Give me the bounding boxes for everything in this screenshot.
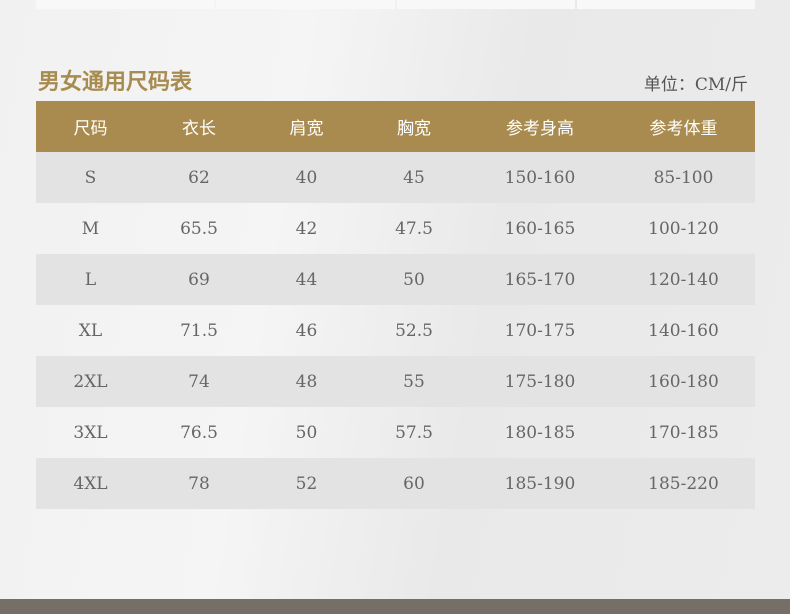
table-cell: 57.5 xyxy=(395,422,433,443)
table-cell: 55 xyxy=(360,356,468,407)
table-cell: 160-180 xyxy=(612,356,755,407)
table-cell: 50 xyxy=(360,254,468,305)
column-header: 肩宽 xyxy=(253,101,360,152)
table-cell: 140-160 xyxy=(648,320,719,341)
table-cell: 65.5 xyxy=(180,218,218,239)
column-header: 参考身高 xyxy=(468,101,612,152)
table-cell: 69 xyxy=(145,254,253,305)
table-header: 尺码 衣长 肩宽 胸宽 参考身高 参考体重 xyxy=(36,101,755,152)
table-cell: 85-100 xyxy=(612,152,755,203)
unit-label: 单位：CM/斤 xyxy=(643,75,748,95)
strip-cell xyxy=(36,0,215,9)
size-table: 尺码 衣长 肩宽 胸宽 参考身高 参考体重 S 62 40 45 150-160 85-100 M 65… xyxy=(36,101,755,509)
table-cell: 42 xyxy=(295,218,318,239)
table-cell: S xyxy=(36,152,145,203)
table-cell: 2XL xyxy=(36,356,145,407)
table-cell: 100-120 xyxy=(648,218,719,239)
table-cell: 180-185 xyxy=(504,422,576,443)
column-header: 衣长 xyxy=(145,101,253,152)
column-header: 尺码 xyxy=(36,101,145,152)
table-cell: 45 xyxy=(360,152,468,203)
table-cell: 150-160 xyxy=(468,152,612,203)
column-header: 胸宽 xyxy=(360,101,468,152)
table-cell: 48 xyxy=(253,356,360,407)
table-cell: L xyxy=(36,254,145,305)
table-cell: 170-175 xyxy=(504,320,576,341)
table-cell: 120-140 xyxy=(612,254,755,305)
table-cell: 44 xyxy=(253,254,360,305)
strip-cell xyxy=(216,0,395,9)
table-cell: 165-170 xyxy=(468,254,612,305)
bottom-band xyxy=(0,599,790,614)
table-cell: 185-220 xyxy=(612,458,755,509)
table-cell: 4XL xyxy=(36,458,145,509)
table-cell: 185-190 xyxy=(468,458,612,509)
table-row: 3XL 76.5 50 57.5 180-185 170-185 xyxy=(36,407,755,458)
table-row: S 62 40 45 150-160 85-100 xyxy=(36,152,755,203)
table-cell: 47.5 xyxy=(395,218,433,239)
table-cell: 160-165 xyxy=(504,218,576,239)
strip-cell xyxy=(576,0,755,9)
column-header: 参考体重 xyxy=(612,101,755,152)
table-cell: 76.5 xyxy=(180,422,218,443)
page-title: 男女通用尺码表 xyxy=(38,69,193,95)
strip-cell xyxy=(396,0,575,9)
table-cell: 50 xyxy=(295,422,318,443)
table-cell: XL xyxy=(78,320,103,341)
table-cell: 175-180 xyxy=(468,356,612,407)
table-row: 4XL 78 52 60 185-190 185-220 xyxy=(36,458,755,509)
table-row: M 65.5 42 47.5 160-165 100-120 xyxy=(36,203,755,254)
table-cell: 62 xyxy=(145,152,253,203)
table-row: L 69 44 50 165-170 120-140 xyxy=(36,254,755,305)
table-row: 2XL 74 48 55 175-180 160-180 xyxy=(36,356,755,407)
table-cell: 46 xyxy=(295,320,318,341)
table-row: XL 71.5 46 52.5 170-175 140-160 xyxy=(36,305,755,356)
table-cell: 40 xyxy=(253,152,360,203)
table-cell: 3XL xyxy=(73,422,108,443)
table-cell: 52.5 xyxy=(395,320,433,341)
table-cell: 170-185 xyxy=(648,422,719,443)
table-cell: M xyxy=(81,218,100,239)
table-cell: 60 xyxy=(360,458,468,509)
table-cell: 71.5 xyxy=(180,320,218,341)
table-cell: 78 xyxy=(145,458,253,509)
table-cell: 52 xyxy=(253,458,360,509)
table-cell: 74 xyxy=(145,356,253,407)
previous-table-bottom xyxy=(36,0,755,9)
